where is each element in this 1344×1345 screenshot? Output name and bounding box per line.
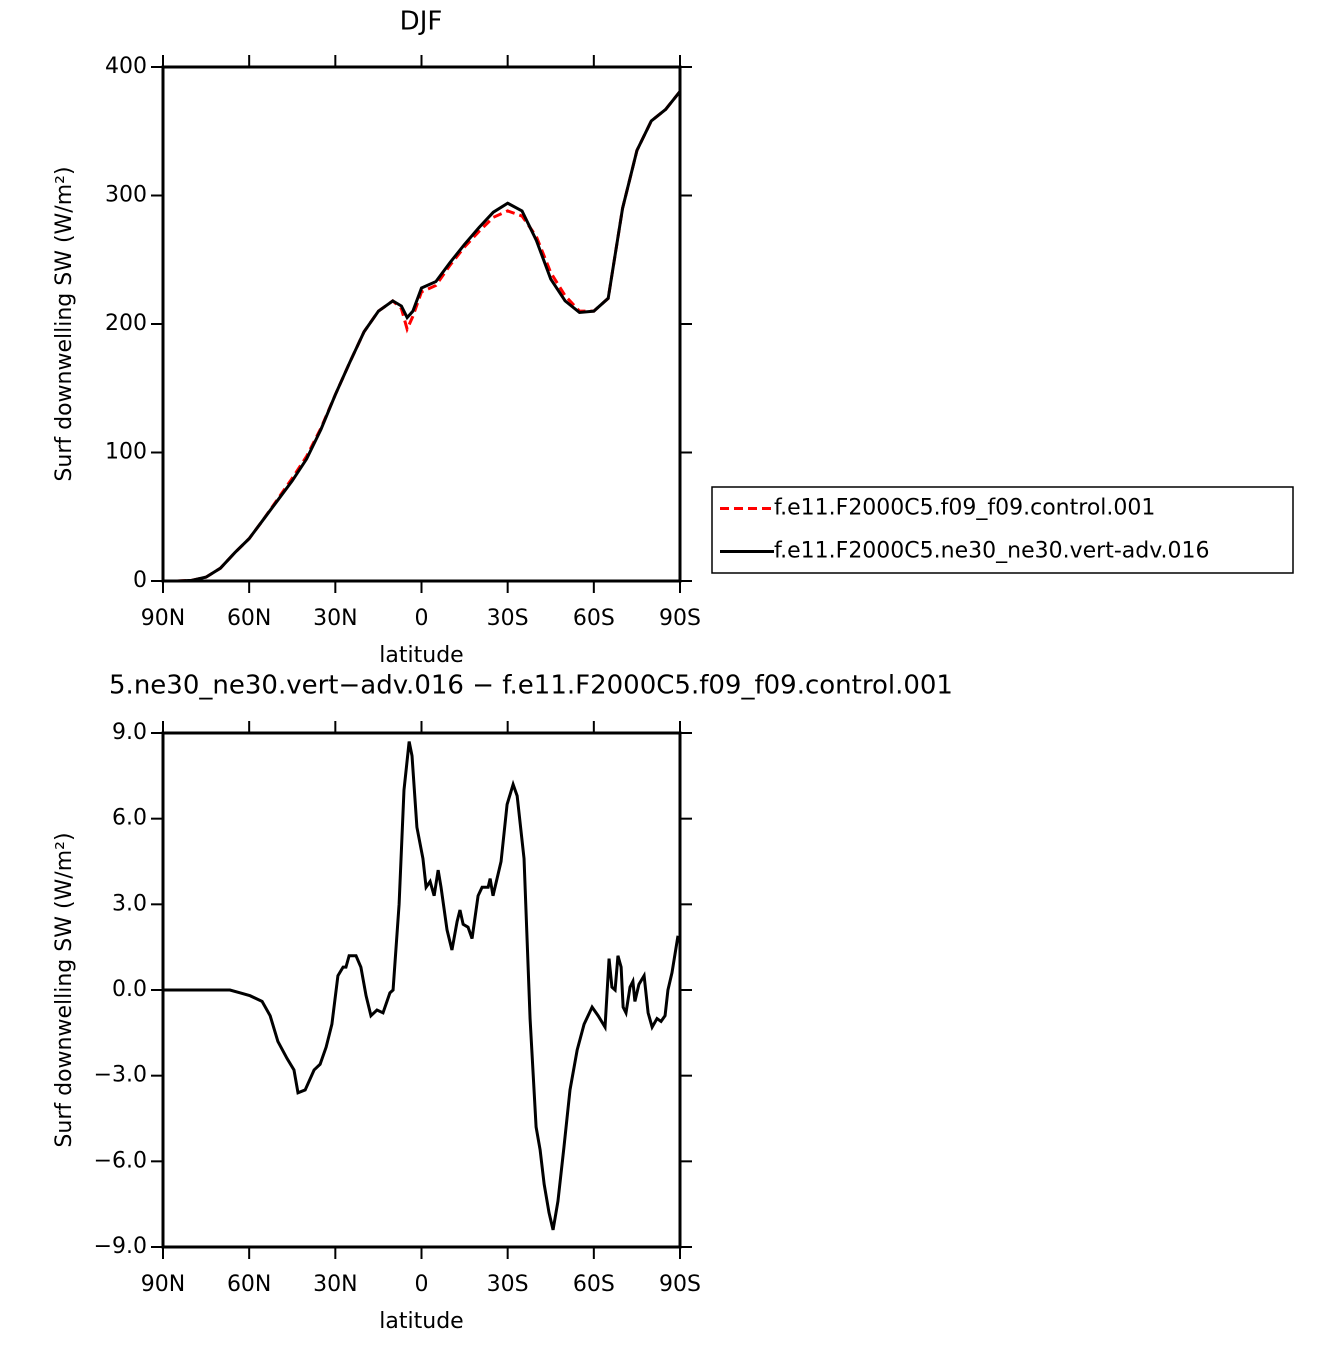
x-axis-label: latitude bbox=[379, 643, 463, 668]
y-tick-label: −3.0 bbox=[94, 1063, 147, 1088]
x-tick-label: 90N bbox=[141, 606, 185, 631]
y-tick-label: −9.0 bbox=[94, 1234, 147, 1259]
x-tick-label: 30S bbox=[487, 1272, 529, 1297]
y-axis-label: Surf downwelling SW (W/m²) bbox=[52, 832, 77, 1147]
x-tick-label: 60S bbox=[573, 606, 615, 631]
y-tick-label: 0 bbox=[133, 568, 147, 593]
x-tick-label: 90S bbox=[659, 1272, 701, 1297]
series-line bbox=[163, 90, 682, 583]
legend-label: f.e11.F2000C5.f09_f09.control.001 bbox=[774, 496, 1155, 521]
plot-frame bbox=[161, 65, 682, 583]
x-tick-label: 90S bbox=[659, 606, 701, 631]
x-tick-label: 30N bbox=[313, 606, 357, 631]
series-line bbox=[163, 90, 682, 583]
x-tick-label: 0 bbox=[415, 606, 429, 631]
x-tick-label: 90N bbox=[141, 1272, 185, 1297]
chart-title: DJF bbox=[400, 7, 443, 37]
chart-title: 5.ne30_ne30.vert−adv.016 − f.e11.F2000C5… bbox=[109, 671, 953, 701]
y-tick-label: 0.0 bbox=[112, 977, 147, 1002]
y-tick-label: 3.0 bbox=[112, 891, 147, 916]
x-tick-label: 60N bbox=[227, 606, 271, 631]
y-tick-label: 200 bbox=[105, 311, 147, 336]
series-line bbox=[163, 741, 680, 1231]
y-tick-label: 6.0 bbox=[112, 806, 147, 831]
x-tick-label: 30N bbox=[313, 1272, 357, 1297]
y-tick-label: 300 bbox=[105, 183, 147, 208]
y-tick-label: 9.0 bbox=[112, 720, 147, 745]
x-axis-label: latitude bbox=[379, 1309, 463, 1334]
y-tick-label: 100 bbox=[105, 440, 147, 465]
y-tick-label: −6.0 bbox=[94, 1148, 147, 1173]
plot-frame bbox=[161, 731, 682, 1249]
x-tick-label: 30S bbox=[487, 606, 529, 631]
x-tick-label: 60S bbox=[573, 1272, 615, 1297]
x-tick-label: 0 bbox=[415, 1272, 429, 1297]
legend-label: f.e11.F2000C5.ne30_ne30.vert-adv.016 bbox=[774, 539, 1210, 564]
y-axis-label: Surf downwelling SW (W/m²) bbox=[52, 166, 77, 481]
y-tick-label: 400 bbox=[105, 54, 147, 79]
x-tick-label: 60N bbox=[227, 1272, 271, 1297]
legend-box bbox=[711, 486, 1294, 574]
